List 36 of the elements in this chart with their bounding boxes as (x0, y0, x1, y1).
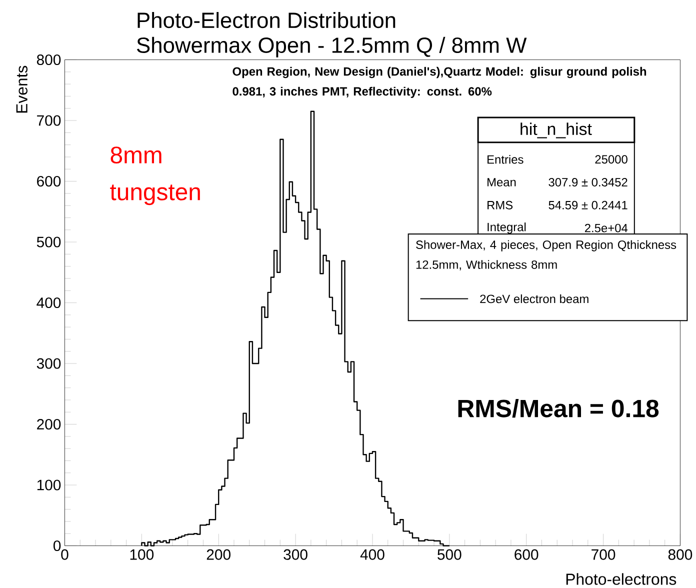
x-tick-label: 600 (514, 549, 538, 560)
annotation: Open Region, New Design (Daniel's),Quartz Model: glisur ground polish 0.981, 3 inches PMT, Reflectivity: const. 60% (232, 66, 646, 98)
x-tick-label: 800 (668, 549, 692, 560)
chart-subtitle: Showermax Open - 12.5mm Q / 8mm W (136, 36, 527, 58)
annotation: 25000 (595, 155, 628, 164)
annotation: 54.59 ± 0.2441 (548, 200, 628, 210)
annotation: 8mm tungsten (110, 146, 200, 206)
annotation: Integral (488, 222, 526, 234)
x-tick-label: 500 (438, 549, 462, 560)
x-tick-label: 100 (130, 549, 154, 560)
x-tick-label: 300 (284, 549, 308, 560)
y-tick-label: 300 (36, 358, 61, 369)
annotation: RMS (488, 200, 513, 210)
y-tick-label: 200 (37, 418, 61, 430)
legend-title: Shower-Max, 4 pieces, Open Region Qthickness 12.5mm, Wthickness 8mm (416, 240, 676, 270)
annotation: Entries (488, 154, 524, 164)
y-tick-label: 700 (37, 115, 61, 126)
y-tick-label: 500 (36, 236, 61, 248)
annotation: RMS/Mean = 0.18 (458, 398, 659, 418)
y-tick-label: 400 (36, 297, 61, 308)
annotation: hit_n_hist (520, 122, 592, 138)
y-tick-label: 0 (53, 540, 61, 551)
annotation: 307.9 ± 0.3452 (548, 178, 628, 186)
annotation: 2.5e+04 (584, 224, 628, 232)
x-tick-label: 400 (360, 549, 384, 560)
x-tick-label: 700 (592, 549, 616, 560)
x-tick-label: 0 (61, 549, 68, 560)
x-tick-label: 200 (206, 549, 230, 560)
y-tick-label: 600 (37, 176, 61, 186)
y-tick-label: 100 (37, 480, 61, 490)
legend-label: 2GeV electron beam (480, 294, 588, 304)
y-axis-title: Events (16, 66, 28, 113)
chart-title: Photo-Electron Distribution (138, 12, 396, 28)
annotation: Mean (488, 178, 516, 186)
x-axis-title: Photo-electrons (566, 573, 676, 585)
y-tick-label: 800 (36, 54, 61, 65)
